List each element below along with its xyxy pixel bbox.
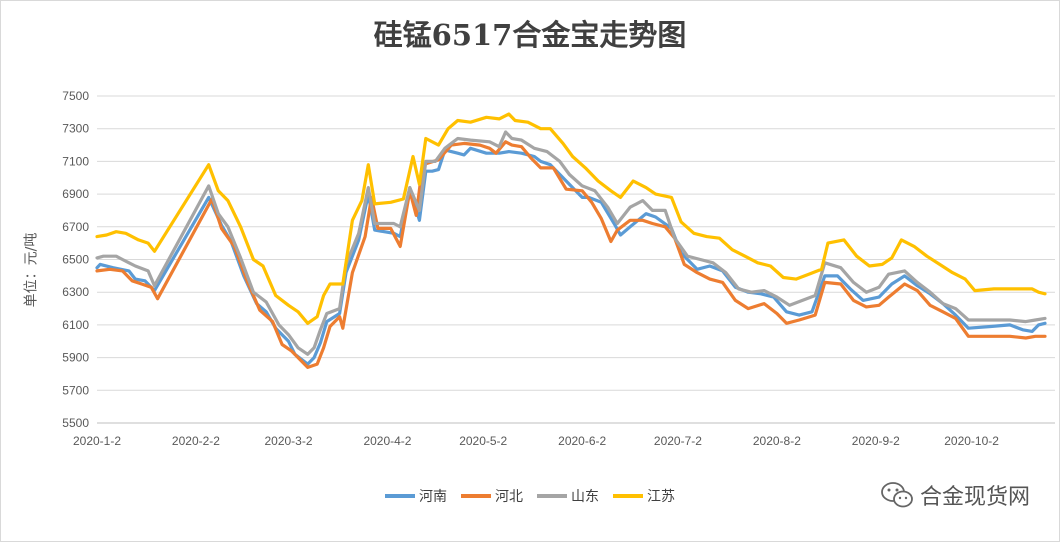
legend-label: 河北	[495, 489, 523, 505]
series-line-江苏	[95, 112, 1047, 325]
chart-title: 硅锰6517合金宝走势图	[373, 18, 687, 52]
y-tick-label: 6500	[62, 253, 89, 267]
legend-swatch	[613, 494, 643, 498]
y-tick-label: 6300	[62, 285, 89, 299]
watermark-text: 合金现货网	[919, 485, 1030, 510]
x-tick-label: 2020-8-2	[753, 434, 801, 448]
wechat-icon	[881, 482, 913, 508]
legend-swatch	[537, 494, 567, 498]
watermark: 合金现货网	[880, 479, 1030, 511]
legend-label: 山东	[571, 489, 599, 505]
y-tick-label: 7300	[62, 122, 89, 136]
series-line-河北	[95, 140, 1047, 369]
y-tick-label: 7100	[62, 154, 89, 168]
legend: 河南 河北 山东 江苏	[385, 486, 675, 506]
y-tick-label: 5900	[62, 351, 89, 365]
series-lines	[95, 112, 1047, 369]
y-tick-label: 6900	[62, 187, 89, 201]
x-tick-label: 2020-10-2	[944, 434, 999, 448]
legend-item: 河南	[385, 486, 447, 506]
x-tick-label: 2020-9-2	[852, 434, 900, 448]
x-tick-label: 2020-2-2	[172, 434, 220, 448]
y-tick-label: 5500	[62, 416, 89, 430]
x-tick-label: 2020-1-2	[73, 434, 121, 448]
x-tick-label: 2020-6-2	[558, 434, 606, 448]
legend-swatch	[461, 494, 491, 498]
legend-item: 河北	[461, 486, 523, 506]
y-tick-label: 6700	[62, 220, 89, 234]
series-line-山东	[95, 130, 1047, 356]
x-tick-label: 2020-7-2	[654, 434, 702, 448]
x-tick-label: 2020-3-2	[264, 434, 312, 448]
legend-item: 山东	[537, 486, 599, 506]
x-tick-label: 2020-5-2	[459, 434, 507, 448]
x-tick-label: 2020-4-2	[363, 434, 411, 448]
legend-swatch	[385, 494, 415, 498]
y-tick-label: 6100	[62, 318, 89, 332]
y-tick-label: 5700	[62, 383, 89, 397]
legend-item: 江苏	[613, 486, 675, 506]
grid-lines	[97, 95, 1055, 424]
legend-label: 江苏	[647, 489, 675, 505]
y-tick-label: 7500	[62, 89, 89, 103]
series-line-河南	[95, 146, 1047, 366]
axis-ticks: 5500 5700 5900 6100 6300 6500 6700 6900 7100 7300…	[62, 89, 999, 448]
legend-label: 河南	[419, 489, 447, 505]
